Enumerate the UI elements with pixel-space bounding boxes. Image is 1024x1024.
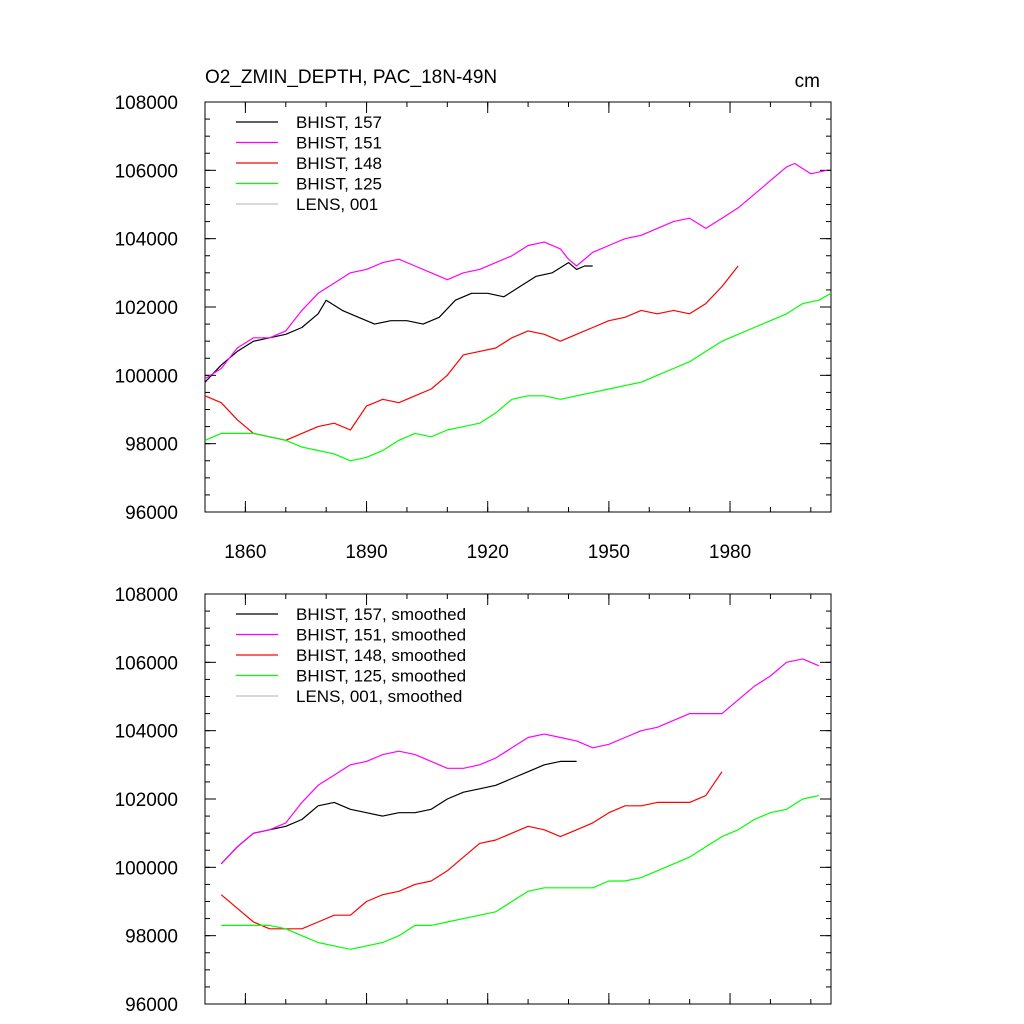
legend-label: BHIST, 157 [296,113,382,132]
legend-label: BHIST, 151 [296,134,382,153]
x-tick-label: 1980 [709,542,751,563]
y-tick-label: 96000 [125,503,178,524]
x-tick-label: 1890 [345,542,387,563]
y-tick-label: 98000 [125,435,178,456]
x-tick-label: 1950 [588,542,630,563]
y-tick-label: 106000 [115,653,178,674]
y-tick-label: 102000 [115,298,178,319]
y-tick-label: 104000 [115,722,178,743]
legend-label: LENS, 001 [296,195,378,214]
series-line [204,265,739,441]
chart-panel-top: O2_ZMIN_DEPTH, PAC_18N-49N cm 1860 1890 19… [115,67,832,563]
series-line [220,658,820,865]
series-line [220,760,577,865]
series-line [221,795,820,950]
y-tick-label: 98000 [125,927,178,948]
chart-title: O2_ZMIN_DEPTH, PAC_18N-49N [205,67,497,88]
y-tick-label: 100000 [115,366,178,387]
legend-label: BHIST, 125 [296,175,382,194]
legend-label: BHIST, 125, smoothed [296,667,466,686]
y-tick-label: 96000 [125,995,178,1016]
series-line [204,162,828,380]
legend-label: BHIST, 157, smoothed [296,605,466,624]
y-tick-label: 108000 [115,585,178,606]
y-tick-label: 104000 [115,230,178,251]
legend-label: LENS, 001, smoothed [296,687,462,706]
legend-label: BHIST, 148 [296,154,382,173]
x-tick-label: 1920 [467,542,509,563]
x-tick-label: 1860 [224,542,266,563]
series-line [220,771,723,930]
y-tick-label: 100000 [115,858,178,879]
y-tick-label: 102000 [115,790,178,811]
y-tick-label: 108000 [115,93,178,114]
unit-label: cm [795,71,820,92]
legend-label: BHIST, 148, smoothed [296,646,466,665]
legend-label: BHIST, 151, smoothed [296,626,466,645]
y-tick-label: 106000 [115,161,178,182]
chart-panel-bottom: 96000 98000 100000 102000 104000 106000 108000… [115,585,832,1016]
series-line [204,262,593,383]
series-line [204,292,832,462]
